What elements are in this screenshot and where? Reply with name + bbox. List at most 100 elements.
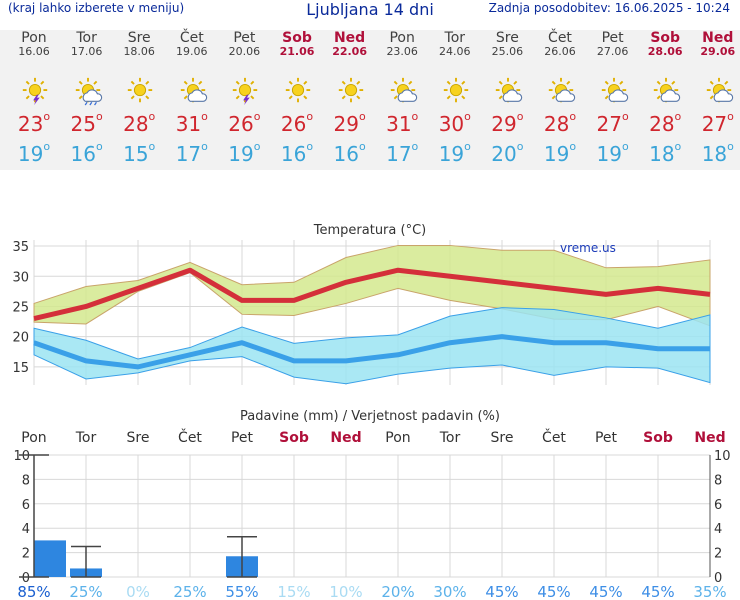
min-temp-range-band bbox=[33, 307, 711, 385]
y-tick-label: 25 bbox=[12, 300, 29, 315]
temperature-chart: Temperatura (°C) 15 20 25 30 35 vreme.us bbox=[12, 223, 711, 385]
y-tick-label: 15 bbox=[12, 361, 29, 376]
sun-icon bbox=[285, 77, 311, 103]
min-temp: 16o bbox=[280, 140, 314, 166]
max-temp: 25o bbox=[70, 110, 103, 136]
precip-probability: 25% bbox=[173, 583, 206, 600]
max-temp: 28o bbox=[543, 110, 577, 136]
sun-storm-icon bbox=[22, 77, 48, 106]
sun-cloud-icon bbox=[391, 77, 418, 103]
min-temp: 17o bbox=[386, 140, 419, 166]
x-day-label: Tor bbox=[75, 430, 97, 446]
max-temp: 28o bbox=[123, 110, 156, 136]
chart-title: Temperatura (°C) bbox=[313, 223, 426, 238]
forecast-day[interactable]: Sob 21.06 26o 16o bbox=[271, 30, 323, 166]
max-temp-range-band bbox=[33, 244, 711, 327]
max-temp: 26o bbox=[228, 110, 261, 136]
max-temp: 27o bbox=[701, 110, 734, 136]
day-date: 20.06 bbox=[228, 45, 261, 58]
sun-rain-cloud-icon bbox=[75, 77, 102, 106]
min-temp: 18o bbox=[649, 140, 682, 166]
max-temp-line bbox=[33, 267, 711, 321]
x-day-label: Pon bbox=[385, 430, 410, 446]
max-temp: 29o bbox=[333, 110, 366, 136]
day-date: 29.06 bbox=[700, 45, 736, 58]
day-date: 17.06 bbox=[70, 45, 103, 58]
day-date: 28.06 bbox=[647, 45, 683, 58]
forecast-day[interactable]: Čet 26.06 28o 19o bbox=[534, 30, 586, 166]
forecast-day[interactable]: Ned 22.06 29o 16o bbox=[324, 30, 376, 166]
y-tick-label-left: 4 bbox=[22, 522, 30, 537]
x-day-label: Čet bbox=[178, 428, 202, 446]
x-day-label: Ned bbox=[694, 430, 725, 446]
y-tick-label-left: 8 bbox=[22, 473, 30, 488]
max-temp: 31o bbox=[175, 110, 208, 136]
forecast-day[interactable]: Ned 29.06 27o 18o bbox=[692, 30, 740, 166]
page-title: Ljubljana 14 dni bbox=[306, 0, 434, 19]
precip-probability: 55% bbox=[225, 583, 258, 600]
min-temp: 16o bbox=[70, 140, 103, 166]
forecast-day[interactable]: Pon 23.06 31o 17o bbox=[376, 30, 428, 166]
forecast-day[interactable]: Sob 28.06 28o 18o bbox=[639, 30, 691, 166]
day-name: Pon bbox=[389, 30, 415, 46]
precip-probability: 45% bbox=[537, 583, 570, 600]
x-day-label: Sre bbox=[127, 430, 150, 446]
y-tick-label-left: 2 bbox=[22, 547, 30, 562]
sun-cloud-icon bbox=[601, 77, 628, 103]
min-temp: 19o bbox=[543, 140, 577, 166]
day-name: Tor bbox=[444, 30, 466, 46]
sun-cloud-icon bbox=[548, 77, 576, 103]
precip-probability: 15% bbox=[277, 583, 310, 600]
day-date: 16.06 bbox=[18, 45, 50, 58]
y-tick-label-right: 0 bbox=[714, 571, 722, 586]
forecast-day[interactable]: Sre 25.06 29o 20o bbox=[481, 30, 533, 166]
day-date: 22.06 bbox=[332, 45, 367, 58]
y-tick-label-left: 0 bbox=[22, 571, 30, 586]
forecast-day[interactable]: Čet 19.06 31o 17o bbox=[166, 30, 218, 166]
min-temp: 16o bbox=[333, 140, 366, 166]
y-tick-label-right: 10 bbox=[714, 449, 731, 464]
min-temp: 17o bbox=[175, 140, 208, 166]
forecast-day[interactable]: Pet 20.06 26o 19o bbox=[218, 30, 270, 166]
precip-probability: 30% bbox=[433, 583, 466, 600]
precipitation-chart: Padavine (mm) / Verjetnost padavin (%) Po… bbox=[13, 409, 731, 600]
precip-probability: 20% bbox=[381, 583, 414, 600]
day-name: Sre bbox=[127, 30, 151, 46]
chart-title: Padavine (mm) / Verjetnost padavin (%) bbox=[240, 409, 500, 424]
precip-probability: 35% bbox=[693, 583, 726, 600]
location-hint[interactable]: (kraj lahko izberete v meniju) bbox=[8, 1, 185, 15]
forecast-day[interactable]: Pon 16.06 23o 19o bbox=[8, 30, 60, 166]
y-tick-label-right: 4 bbox=[714, 522, 722, 537]
forecast-day[interactable]: Sre 18.06 28o 15o bbox=[113, 30, 165, 166]
y-tick-label-right: 2 bbox=[714, 547, 722, 562]
min-temp: 18o bbox=[701, 140, 734, 166]
day-date: 26.06 bbox=[544, 45, 576, 58]
precip-probability: 0% bbox=[126, 583, 150, 600]
last-updated: Zadnja posodobitev: 16.06.2025 - 10:24 bbox=[488, 1, 730, 15]
sun-icon bbox=[338, 77, 363, 103]
precip-probability: 45% bbox=[589, 583, 622, 600]
sun-cloud-icon bbox=[496, 77, 523, 103]
day-name: Sre bbox=[495, 30, 519, 46]
max-temp: 23o bbox=[17, 110, 51, 136]
min-temp-line bbox=[33, 334, 710, 370]
min-temp: 19o bbox=[438, 140, 471, 166]
day-date: 25.06 bbox=[491, 45, 524, 58]
precip-probability: 45% bbox=[641, 583, 674, 600]
y-tick-label: 35 bbox=[12, 240, 29, 255]
min-temp: 19o bbox=[228, 140, 261, 166]
x-day-label: Ned bbox=[330, 430, 361, 446]
forecast-day[interactable]: Tor 24.06 30o 19o bbox=[429, 30, 481, 166]
day-name: Čet bbox=[548, 30, 572, 46]
day-name: Čet bbox=[179, 30, 204, 46]
day-date: 23.06 bbox=[386, 45, 418, 58]
day-name: Pet bbox=[601, 30, 624, 46]
x-day-label: Pon bbox=[21, 430, 46, 446]
day-date: 21.06 bbox=[279, 45, 315, 58]
day-name: Ned bbox=[333, 30, 366, 46]
y-tick-label: 20 bbox=[12, 331, 29, 346]
forecast-day[interactable]: Tor 17.06 25o 16o bbox=[61, 30, 113, 166]
x-day-label: Tor bbox=[439, 430, 461, 446]
precip-probability: 45% bbox=[485, 583, 518, 600]
forecast-day[interactable]: Pet 27.06 27o 19o bbox=[587, 30, 639, 166]
